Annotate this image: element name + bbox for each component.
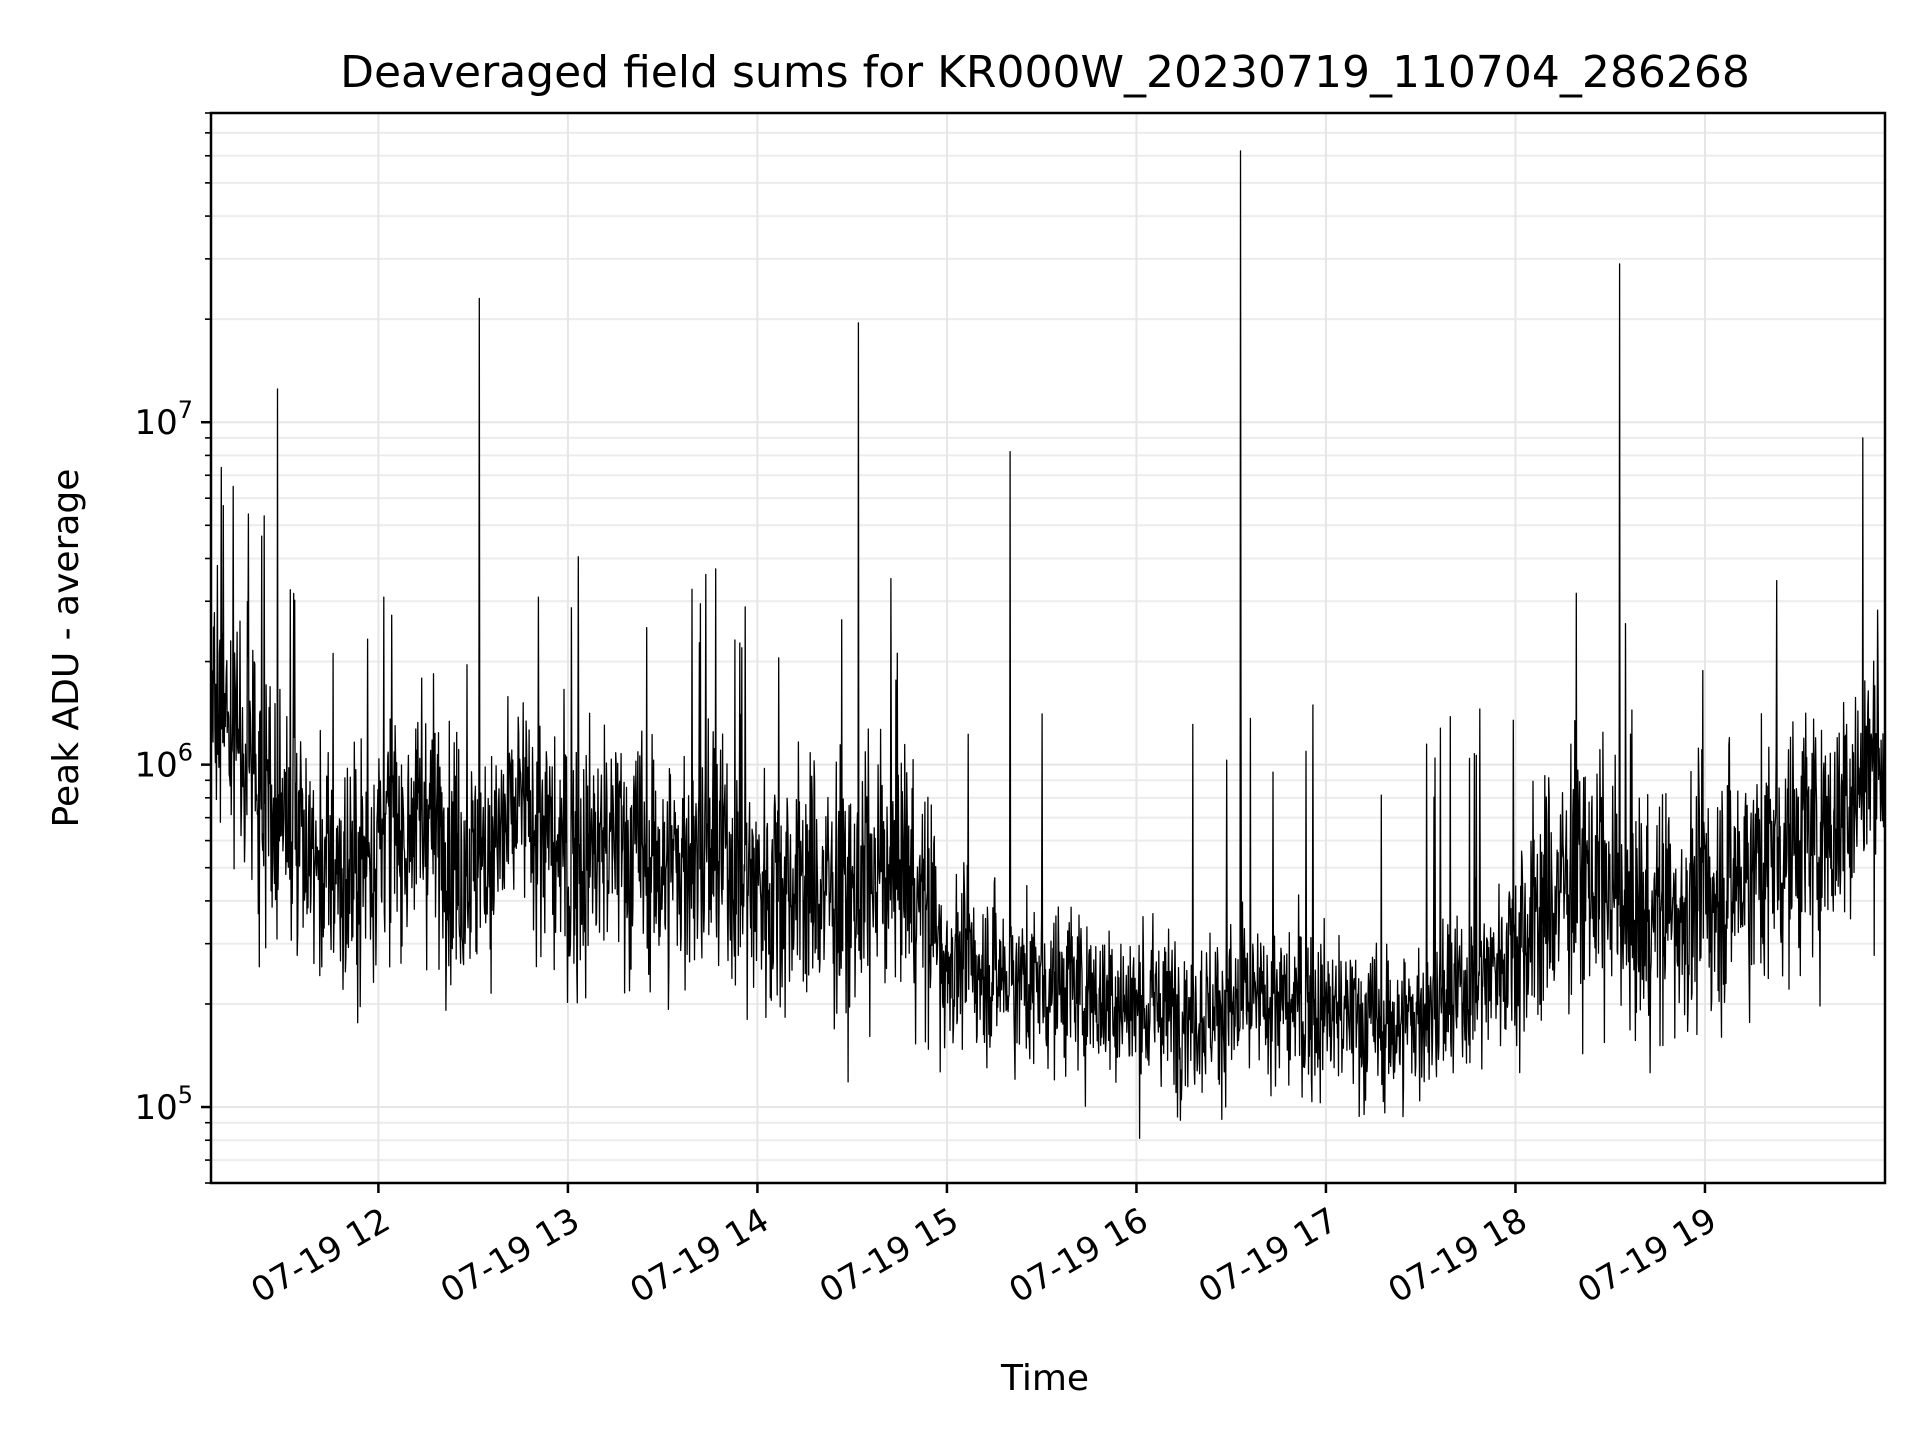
series-line: [210, 150, 1886, 1139]
y-tick-label: 106: [134, 739, 193, 786]
x-tick-label: 07-19 17: [1192, 1200, 1344, 1311]
y-axis: 105 106 107: [134, 112, 211, 1184]
x-tick-label: 07-19 13: [434, 1200, 586, 1311]
series-layer: [210, 150, 1886, 1139]
y-tick-label: 105: [134, 1081, 193, 1128]
y-axis-label: Peak ADU - average: [46, 469, 87, 828]
x-axis-label: Time: [1000, 1358, 1089, 1399]
x-tick-label: 07-19 19: [1571, 1200, 1723, 1311]
chart-title: Deaveraged field sums for KR000W_2023071…: [340, 47, 1750, 98]
x-axis: 07-19 12 07-19 13 07-19 14 07-19 15 07-19 16…: [245, 1183, 1723, 1311]
x-tick-label: 07-19 14: [624, 1200, 776, 1311]
x-tick-label: 07-19 15: [813, 1200, 965, 1311]
x-tick-label: 07-19 12: [245, 1200, 397, 1311]
x-tick-label: 07-19 18: [1382, 1200, 1534, 1311]
x-tick-label: 07-19 16: [1003, 1200, 1155, 1311]
y-tick-label: 107: [134, 396, 193, 443]
plot-frame: [209, 111, 1887, 1185]
